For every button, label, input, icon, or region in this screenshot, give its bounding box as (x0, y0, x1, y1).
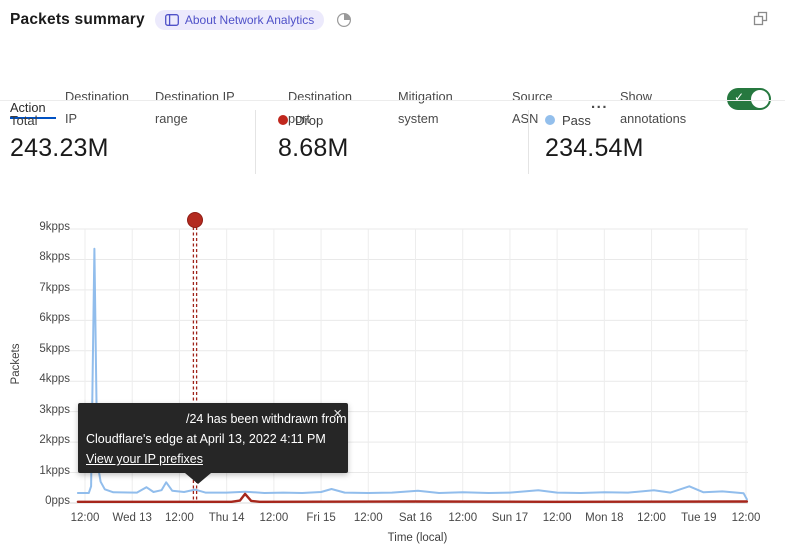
stat-drop-label: Drop (295, 112, 324, 128)
stat-total-value: 243.23M (10, 134, 109, 162)
stat-pass[interactable]: Pass 234.54M (545, 112, 644, 163)
show-annotations-toggle[interactable]: ✓ (727, 88, 771, 110)
packets-chart[interactable] (0, 210, 785, 555)
y-tick-label: 0pps (45, 495, 70, 507)
stat-pass-label: Pass (562, 112, 591, 128)
x-tick-label: 12:00 (259, 512, 289, 524)
y-tick-label: 2kpps (39, 434, 70, 447)
tooltip-caret (185, 473, 211, 484)
y-tick-label: 8kpps (39, 251, 70, 264)
about-network-analytics-badge[interactable]: About Network Analytics (154, 10, 325, 30)
x-tick-label: Sat 16 (398, 512, 433, 524)
check-icon: ✓ (734, 90, 745, 104)
x-tick-label: 12:00 (542, 512, 572, 524)
y-tick-label: 4kpps (39, 373, 70, 386)
x-tick-label: 12:00 (353, 512, 383, 524)
tabs-divider (0, 100, 785, 101)
stats-divider (255, 110, 256, 174)
x-tick-label: 12:00 (165, 512, 194, 524)
x-tick-label: Wed 13 (112, 512, 152, 524)
annotation-tooltip: /24 has been withdrawn from Cloudflare's… (78, 403, 348, 484)
x-tick-label: 12:00 (731, 512, 761, 524)
stats-divider (528, 110, 529, 174)
view-ip-prefixes-link[interactable]: View your IP prefixes (86, 452, 203, 466)
pass-legend-dot (545, 115, 555, 125)
stat-drop[interactable]: Drop 8.68M (278, 112, 348, 163)
close-icon[interactable]: × (333, 405, 342, 422)
y-tick-label: 7kpps (39, 281, 70, 294)
y-axis-title: Packets (10, 343, 22, 385)
y-tick-label: 1kpps (39, 464, 70, 477)
tab-action[interactable]: Action (10, 100, 46, 115)
stat-pass-value: 234.54M (545, 134, 644, 162)
dimension-tabs: Action Destination IP Destination IP ran… (0, 40, 785, 126)
series-pass-line (76, 247, 748, 501)
x-tick-label: 12:00 (448, 512, 478, 524)
x-tick-label: Tue 19 (681, 512, 717, 524)
header: Packets summary About Network Analytics (10, 8, 354, 32)
x-tick-label: Fri 15 (306, 512, 336, 524)
stat-drop-value: 8.68M (278, 134, 349, 162)
book-icon (164, 14, 179, 26)
stat-total-label: Total (10, 112, 38, 128)
y-tick-label: 6kpps (39, 312, 70, 325)
more-tabs-ellipsis-icon[interactable]: ... (591, 95, 609, 112)
tooltip-text-line1: /24 has been withdrawn from (186, 412, 347, 426)
x-tick-label: Thu 14 (208, 512, 245, 524)
pie-clock-icon[interactable] (334, 10, 354, 30)
x-tick-label: Mon 18 (585, 512, 624, 524)
stat-total: Total 243.23M (10, 112, 109, 163)
y-tick-label: 5kpps (39, 342, 70, 355)
x-tick-label: Sun 17 (491, 512, 529, 524)
active-tab-underline (10, 117, 56, 119)
y-tick-label: 9kpps (39, 221, 70, 233)
restore-window-icon[interactable] (751, 9, 769, 27)
x-axis-title: Time (local) (387, 532, 448, 544)
x-tick-label: 12:00 (70, 512, 100, 524)
badge-label: About Network Analytics (184, 13, 315, 27)
chart-area: Packets Time (local) /24 has been withdr… (0, 210, 785, 555)
page-title: Packets summary (10, 11, 145, 28)
toggle-knob (751, 90, 769, 108)
tooltip-text-line2: Cloudflare's edge at April 13, 2022 4:11… (86, 432, 326, 446)
annotation-marker-dot[interactable] (187, 212, 204, 228)
stats-row: Total 243.23M Drop 8.68M Pass 234.54M (0, 108, 785, 176)
series-drop-line (76, 492, 749, 503)
y-tick-label: 3kpps (39, 403, 70, 416)
x-tick-label: 12:00 (637, 512, 666, 524)
drop-legend-dot (278, 115, 288, 125)
